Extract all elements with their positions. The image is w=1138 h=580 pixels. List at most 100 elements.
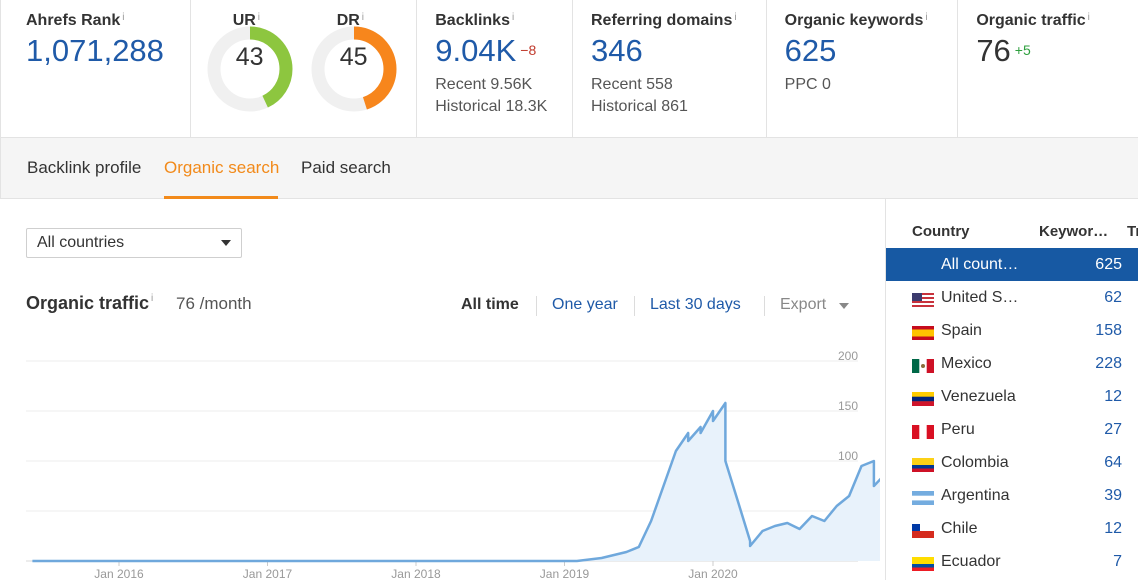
info-icon[interactable]: i [257,12,261,23]
ur-gauge-ring [207,26,293,112]
country-row[interactable]: Ecuador 7 [886,545,1138,578]
backlinks-historical[interactable]: Historical 18.3K [435,98,548,115]
traffic-line [32,401,880,563]
organic-traffic-metric: Organic traffic i 76 +5 [958,0,1138,137]
country-row[interactable]: Mexico 228 [886,347,1138,380]
flag-ec-icon [912,557,934,571]
info-icon[interactable]: i [361,12,365,23]
tab-backlink-profile[interactable]: Backlink profile [27,158,142,177]
flag-pe-icon [912,425,934,439]
backlinks-label: Backlinks [435,12,510,29]
x-tick-label: Jan 2016 [94,567,144,580]
range-divider [634,296,635,316]
range-divider [536,296,537,316]
country-panel: Country Keywor… Tr All count… 625 United S… [885,199,1138,580]
backlinks-delta: −8 [520,42,537,58]
info-icon[interactable]: i [122,12,125,23]
flag-cl-icon [912,524,934,538]
traffic-column-header[interactable]: Tr [1127,223,1138,240]
ppc-value: PPC 0 [784,76,831,93]
country-row[interactable]: United S… 62 [886,281,1138,314]
tab-organic-search[interactable]: Organic search [164,158,280,177]
country-row[interactable]: Venezuela 12 [886,380,1138,413]
country-keyword-count[interactable]: 27 [1104,421,1122,438]
chevron-down-icon [221,240,231,246]
backlinks-metric: Backlinks i 9.04K −8 Recent 9.56K Historic… [417,0,573,137]
referring-domains-label: Referring domains [590,12,733,29]
country-keyword-count[interactable]: 39 [1104,487,1122,504]
country-keyword-count[interactable]: 625 [1095,256,1122,273]
referring-domains-value[interactable]: 346 [590,33,643,68]
ur-label: UR [232,12,256,29]
chart-subtitle: 76 /month [176,294,252,313]
ahrefs-rank-label: Ahrefs Rank [26,12,121,29]
active-tab-indicator [164,196,278,199]
organic-traffic-value: 76 [976,33,1011,68]
info-icon[interactable]: i [734,12,737,23]
country-keyword-count[interactable]: 7 [1113,553,1122,570]
country-keyword-count[interactable]: 158 [1095,322,1122,339]
y-tick-label: 100 [838,449,858,463]
y-tick-label: 200 [838,349,858,363]
country-name[interactable]: Spain [941,322,982,339]
country-keyword-count[interactable]: 228 [1095,355,1122,372]
info-icon[interactable]: i [925,12,928,23]
info-icon[interactable]: i [511,12,515,23]
country-name[interactable]: All count… [941,256,1019,273]
country-name[interactable]: Peru [941,421,975,438]
country-name[interactable]: United S… [941,289,1019,306]
flag-us-icon [912,293,934,307]
range-all-time[interactable]: All time [461,296,519,313]
country-row[interactable]: All count… 625 [886,248,1138,281]
country-row[interactable]: Spain 158 [886,314,1138,347]
country-keyword-count[interactable]: 12 [1104,388,1122,405]
range-divider [764,296,765,316]
country-name[interactable]: Ecuador [941,553,1001,570]
keywords-column-header[interactable]: Keywor… [1039,223,1109,240]
referring-historical[interactable]: Historical 861 [590,98,688,115]
country-name[interactable]: Mexico [941,355,992,372]
flag-ar-icon [912,491,934,505]
referring-recent[interactable]: Recent 558 [590,76,673,93]
chart-title: Organic traffic [26,293,150,313]
organic-keywords-metric: Organic keywords i 625 PPC 0 [767,0,959,137]
country-name[interactable]: Chile [941,520,978,537]
country-keyword-count[interactable]: 62 [1104,289,1122,306]
country-name[interactable]: Venezuela [941,388,1016,405]
organic-keywords-value[interactable]: 625 [784,33,837,68]
dr-label: DR [336,12,360,29]
chevron-down-icon[interactable] [839,303,849,309]
flag-es-icon [912,326,934,340]
country-filter-select[interactable]: All countries [26,228,242,258]
organic-keywords-label: Organic keywords [784,12,924,29]
dr-value: 45 [339,43,368,71]
x-tick-label: Jan 2020 [688,567,738,580]
country-row[interactable]: Argentina 39 [886,479,1138,512]
country-keyword-count[interactable]: 64 [1104,454,1122,471]
y-tick-label: 150 [838,399,858,413]
backlinks-recent[interactable]: Recent 9.56K [435,76,533,93]
ahrefs-rank-value[interactable]: 1,071,288 [26,33,164,68]
country-name[interactable]: Argentina [941,487,1010,504]
country-column-header[interactable]: Country [912,223,970,240]
range-one-year[interactable]: One year [552,296,618,313]
tab-paid-search[interactable]: Paid search [301,158,391,177]
country-row[interactable]: Chile 12 [886,512,1138,545]
ur-value: 43 [235,43,264,71]
info-icon[interactable]: i [151,293,154,304]
flag-co-icon [912,458,934,472]
country-name[interactable]: Colombia [941,454,1009,471]
country-keyword-count[interactable]: 12 [1104,520,1122,537]
dr-gauge-ring [311,26,397,112]
x-tick-label: Jan 2019 [540,567,590,580]
country-row[interactable]: Peru 27 [886,413,1138,446]
rating-gauges: UR i 43 DR i 45 [191,0,418,137]
organic-traffic-label: Organic traffic [976,12,1086,29]
backlinks-value[interactable]: 9.04K [435,33,517,68]
range-last-30-days[interactable]: Last 30 days [650,296,741,313]
export-button[interactable]: Export [780,296,827,313]
flag-mx-icon [912,359,934,373]
country-row[interactable]: Colombia 64 [886,446,1138,479]
info-icon[interactable]: i [1087,12,1090,23]
